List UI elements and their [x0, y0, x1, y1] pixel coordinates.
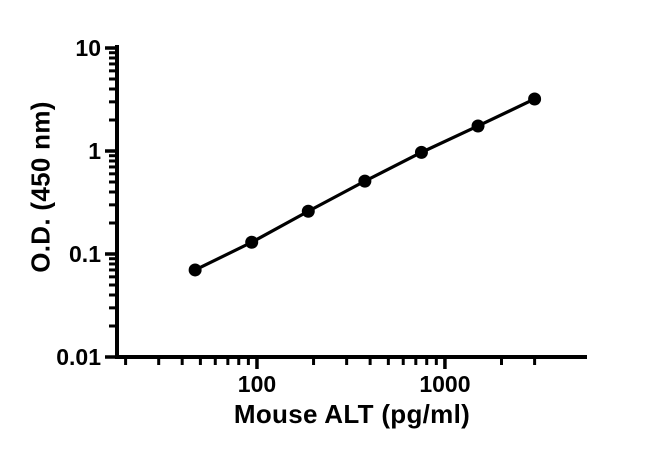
y-tick-label: 1	[88, 138, 101, 164]
x-tick-label: 1000	[419, 371, 470, 397]
data-point-marker	[471, 119, 485, 133]
data-point-marker	[188, 263, 202, 277]
data-point-marker	[301, 204, 315, 218]
y-tick-label: 0.1	[69, 241, 101, 267]
data-point-marker	[358, 174, 372, 188]
data-point-marker	[414, 145, 428, 159]
y-axis-title: O.D. (450 nm)	[25, 101, 56, 273]
data-point-marker	[528, 92, 542, 106]
x-tick-label: 100	[238, 371, 276, 397]
y-tick-label: 10	[75, 35, 101, 61]
x-axis-title: Mouse ALT (pg/ml)	[233, 399, 471, 429]
data-point-marker	[245, 235, 259, 249]
y-tick-label: 0.01	[56, 344, 101, 370]
